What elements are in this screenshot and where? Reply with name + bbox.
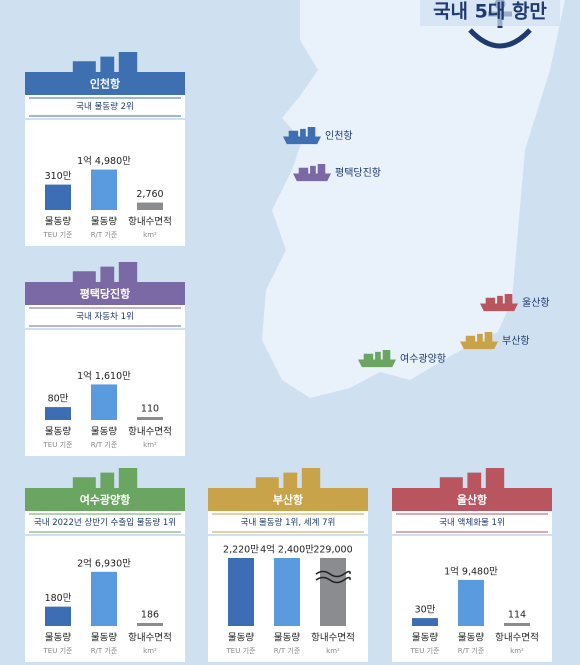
ship-icon [358,350,396,368]
card-header [392,488,552,511]
card-header [25,488,185,511]
bar-name: 물동량 [91,216,117,228]
bar [504,623,530,626]
bar-basis: TEU 기준 [43,646,73,655]
value-label: 229,000 [313,545,352,556]
bar-name: 물동량 [91,426,117,438]
value-label: 2,220만 [223,545,259,556]
card-title: 평택당진항 [80,287,131,301]
card-title: 여수광양항 [80,493,131,507]
bar-basis: R/T 기준 [91,440,118,449]
bar [137,623,163,626]
ship-icon [293,164,331,182]
bar [91,169,117,210]
value-label: 1억 9,480만 [444,565,498,577]
bar [274,558,300,626]
map-label: 평택당진항 [335,167,381,179]
bar-name: 물동량 [45,426,71,438]
bar-basis: TEU 기준 [43,440,73,449]
card-title: 부산항 [273,493,303,507]
card-subtitle-bg [25,511,185,534]
bar-basis: km² [143,231,157,239]
ship-icon [480,294,518,312]
bar-basis: R/T 기준 [458,646,485,655]
bar-basis: TEU 기준 [43,230,73,239]
bar-name: 물동량 [45,632,71,644]
card-subtitle: 국내 자동차 1위 [76,312,134,322]
bar-basis: TEU 기준 [226,646,256,655]
card-subtitle-bg [208,511,368,534]
bar-name: 물동량 [45,216,71,228]
bar-basis: km² [143,441,157,449]
map-label: 부산항 [502,335,530,347]
value-label: 310만 [45,171,72,182]
bar [91,384,117,420]
bar [91,571,117,626]
bar-name: 물동량 [412,632,438,644]
bar-basis: TEU 기준 [410,646,440,655]
card-subtitle-bg [25,305,185,328]
bar-basis: km² [143,647,157,655]
card-header [25,72,185,95]
title-bg [420,0,560,26]
value-label: 180만 [45,593,72,604]
map-label: 여수광양항 [400,353,446,365]
ship-icon [460,332,498,350]
bar [45,606,71,626]
bar-name: 물동량 [458,632,484,644]
card-title: 울산항 [457,493,487,507]
bar [45,407,71,420]
value-label: 114 [508,610,526,621]
value-label: 1억 4,980만 [77,155,131,167]
card-subtitle-bg [25,95,185,118]
bar [458,579,484,626]
value-label: 30만 [415,605,436,616]
card-subtitle: 국내 2022년 상반기 수출입 물동량 1위 [34,517,176,528]
value-label: 4억 2,400만 [260,544,314,556]
bar-basis: km² [510,647,524,655]
bar-name: 물동량 [274,632,300,644]
bar [137,417,163,420]
card-header [208,488,368,511]
bar-name: 항내수면적 [128,426,172,438]
value-label: 80만 [48,394,69,405]
card-subtitle: 국내 물동량 2위 [76,101,134,112]
bar [45,184,71,210]
page-title: 국내 5대 항만 [433,1,547,23]
card-title: 인천항 [90,77,120,91]
value-label: 186 [141,610,159,621]
card-subtitle: 국내 액체화물 1위 [439,517,505,528]
axis-break [315,570,351,584]
map-label: 울산항 [522,297,550,309]
bar-name: 물동량 [91,632,117,644]
value-label: 1억 1,610만 [77,370,131,382]
value-label: 110 [141,404,159,415]
map-label: 인천항 [325,130,353,142]
bar-basis: R/T 기준 [274,646,301,655]
ship-icon [283,127,321,145]
value-label: 2억 6,930만 [77,557,131,569]
bar [228,558,254,626]
bar-name: 항내수면적 [128,632,172,644]
card-subtitle: 국내 물동량 1위, 세계 7위 [241,517,336,528]
bar-basis: km² [326,647,340,655]
bar-name: 항내수면적 [128,216,172,228]
bar-basis: R/T 기준 [91,646,118,655]
bar-name: 물동량 [228,632,254,644]
bar-basis: R/T 기준 [91,230,118,239]
card-header [25,282,185,305]
bar [320,558,346,626]
bar [137,202,163,210]
bar-name: 항내수면적 [495,632,539,644]
value-label: 2,760 [136,189,163,200]
bar-name: 항내수면적 [311,632,355,644]
bar [412,618,438,626]
card-subtitle-bg [392,511,552,534]
